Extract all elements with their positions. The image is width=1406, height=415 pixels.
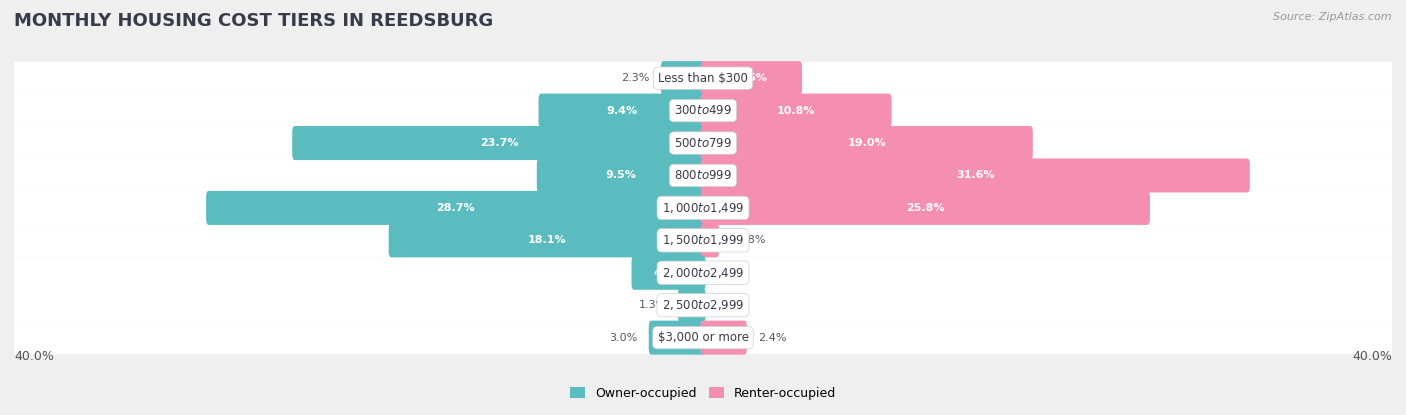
FancyBboxPatch shape: [700, 191, 1150, 225]
Text: 9.5%: 9.5%: [606, 171, 637, 181]
Text: 3.0%: 3.0%: [609, 333, 637, 343]
Text: MONTHLY HOUSING COST TIERS IN REEDSBURG: MONTHLY HOUSING COST TIERS IN REEDSBURG: [14, 12, 494, 30]
FancyBboxPatch shape: [631, 256, 706, 290]
Text: $2,500 to $2,999: $2,500 to $2,999: [662, 298, 744, 312]
Text: 23.7%: 23.7%: [479, 138, 519, 148]
Text: 2.4%: 2.4%: [758, 333, 786, 343]
FancyBboxPatch shape: [700, 223, 718, 257]
FancyBboxPatch shape: [648, 321, 706, 355]
Text: Source: ZipAtlas.com: Source: ZipAtlas.com: [1274, 12, 1392, 22]
Text: 2.3%: 2.3%: [621, 73, 650, 83]
Text: $500 to $799: $500 to $799: [673, 137, 733, 149]
FancyBboxPatch shape: [388, 223, 706, 257]
Text: Less than $300: Less than $300: [658, 72, 748, 85]
Text: 1.3%: 1.3%: [638, 300, 666, 310]
Text: 28.7%: 28.7%: [436, 203, 475, 213]
Text: 10.8%: 10.8%: [776, 105, 815, 116]
FancyBboxPatch shape: [4, 62, 1402, 94]
FancyBboxPatch shape: [4, 127, 1402, 159]
FancyBboxPatch shape: [700, 126, 1033, 160]
Text: $2,000 to $2,499: $2,000 to $2,499: [662, 266, 744, 280]
Text: $300 to $499: $300 to $499: [673, 104, 733, 117]
FancyBboxPatch shape: [700, 61, 801, 95]
FancyBboxPatch shape: [537, 159, 706, 193]
FancyBboxPatch shape: [4, 192, 1402, 224]
Text: 9.4%: 9.4%: [606, 105, 637, 116]
FancyBboxPatch shape: [700, 94, 891, 128]
Text: 0.78%: 0.78%: [730, 235, 766, 245]
Legend: Owner-occupied, Renter-occupied: Owner-occupied, Renter-occupied: [569, 387, 837, 400]
FancyBboxPatch shape: [292, 126, 706, 160]
FancyBboxPatch shape: [538, 94, 706, 128]
FancyBboxPatch shape: [4, 289, 1402, 321]
FancyBboxPatch shape: [207, 191, 706, 225]
Text: 31.6%: 31.6%: [956, 171, 994, 181]
Text: $1,500 to $1,999: $1,500 to $1,999: [662, 233, 744, 247]
Text: 0.0%: 0.0%: [717, 300, 745, 310]
FancyBboxPatch shape: [661, 61, 706, 95]
FancyBboxPatch shape: [4, 224, 1402, 256]
FancyBboxPatch shape: [4, 94, 1402, 127]
Text: $3,000 or more: $3,000 or more: [658, 331, 748, 344]
Text: 25.8%: 25.8%: [905, 203, 945, 213]
Text: 4.0%: 4.0%: [654, 268, 683, 278]
FancyBboxPatch shape: [4, 256, 1402, 289]
FancyBboxPatch shape: [700, 321, 747, 355]
Text: 18.1%: 18.1%: [527, 235, 567, 245]
FancyBboxPatch shape: [700, 159, 1250, 193]
Text: 0.0%: 0.0%: [717, 268, 745, 278]
FancyBboxPatch shape: [678, 288, 706, 322]
Text: 40.0%: 40.0%: [1353, 350, 1392, 363]
FancyBboxPatch shape: [4, 321, 1402, 354]
Text: 40.0%: 40.0%: [14, 350, 53, 363]
Text: $1,000 to $1,499: $1,000 to $1,499: [662, 201, 744, 215]
FancyBboxPatch shape: [4, 159, 1402, 192]
Text: 19.0%: 19.0%: [848, 138, 886, 148]
Text: 5.6%: 5.6%: [735, 73, 766, 83]
Text: $800 to $999: $800 to $999: [673, 169, 733, 182]
